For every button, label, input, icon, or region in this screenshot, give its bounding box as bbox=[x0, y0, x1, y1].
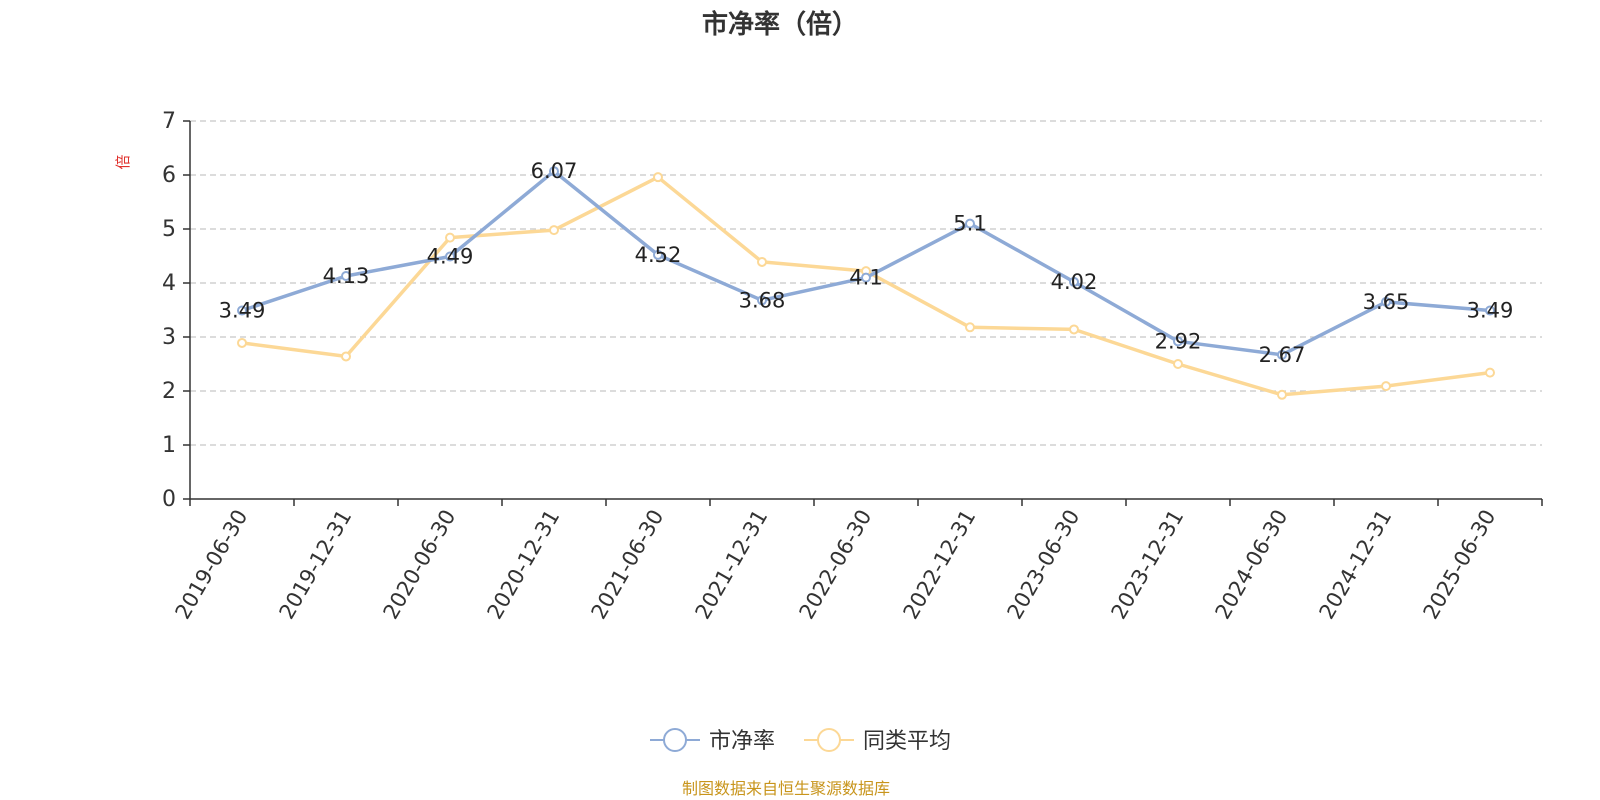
y-tick-label: 3 bbox=[162, 325, 176, 350]
data-point bbox=[861, 272, 871, 283]
y-tick-label: 1 bbox=[162, 433, 176, 458]
data-label: 5.1 bbox=[953, 212, 986, 236]
data-point bbox=[1173, 359, 1183, 369]
data-label: 3.49 bbox=[1467, 299, 1514, 323]
x-tick-label: 2023-12-31 bbox=[1107, 506, 1189, 624]
data-point bbox=[1381, 296, 1391, 307]
x-tick-label: 2021-12-31 bbox=[691, 506, 773, 624]
series-points bbox=[237, 166, 1495, 400]
y-tick-label: 6 bbox=[162, 163, 176, 188]
data-point bbox=[1277, 349, 1287, 360]
data-point bbox=[965, 218, 975, 229]
y-tick-label: 5 bbox=[162, 217, 176, 242]
data-point bbox=[549, 225, 559, 236]
data-point bbox=[1069, 276, 1079, 287]
data-label: 4.1 bbox=[849, 266, 882, 290]
data-label: 6.07 bbox=[531, 159, 578, 183]
legend-swatch-marker bbox=[663, 728, 687, 752]
data-point bbox=[1381, 381, 1391, 392]
data-label: 4.02 bbox=[1051, 270, 1098, 294]
y-axis-unit-label: 倍 bbox=[114, 154, 132, 169]
data-point bbox=[341, 351, 351, 362]
x-tick-label: 2020-12-31 bbox=[483, 506, 565, 624]
legend-label: 同类平均 bbox=[863, 729, 951, 754]
y-tick-label: 7 bbox=[162, 109, 176, 134]
data-point bbox=[1485, 367, 1495, 378]
data-point bbox=[653, 249, 663, 260]
x-tick-label: 2023-06-30 bbox=[1003, 506, 1085, 624]
legend[interactable]: 市净率 同类平均 bbox=[650, 728, 951, 754]
data-point bbox=[237, 305, 247, 316]
x-tick-label: 2025-06-30 bbox=[1419, 506, 1501, 624]
data-point bbox=[1069, 324, 1079, 335]
data-point bbox=[341, 270, 351, 281]
x-tick-label: 2019-06-30 bbox=[171, 506, 253, 624]
legend-label: 市净率 bbox=[709, 729, 775, 754]
data-label: 2.67 bbox=[1259, 343, 1306, 367]
data-label: 4.49 bbox=[427, 245, 474, 269]
data-point bbox=[445, 232, 455, 243]
data-point bbox=[965, 322, 975, 333]
y-axis-ticks: 0 1 2 3 4 5 6 7 bbox=[162, 109, 190, 512]
x-tick-label: 2021-06-30 bbox=[587, 506, 669, 624]
data-point bbox=[1173, 336, 1183, 347]
data-label: 3.68 bbox=[739, 288, 786, 312]
source-note: 制图数据来自恒生聚源数据库 bbox=[682, 779, 890, 798]
data-point bbox=[445, 251, 455, 262]
data-point bbox=[653, 172, 663, 183]
data-point bbox=[237, 337, 247, 348]
y-tick-label: 2 bbox=[162, 379, 176, 404]
x-tick-label: 2022-12-31 bbox=[899, 506, 981, 624]
data-point bbox=[549, 166, 559, 177]
data-point bbox=[757, 295, 767, 306]
x-tick-label: 2024-06-30 bbox=[1211, 506, 1293, 624]
x-tick-label: 2019-12-31 bbox=[275, 506, 357, 624]
x-tick-label: 2024-12-31 bbox=[1315, 506, 1397, 624]
axes bbox=[189, 121, 1542, 500]
data-label: 2.92 bbox=[1155, 329, 1202, 353]
legend-swatch-marker bbox=[817, 728, 841, 752]
data-label: 3.49 bbox=[219, 299, 266, 323]
chart-title: 市净率（倍） bbox=[702, 9, 858, 40]
data-point bbox=[757, 256, 767, 267]
gridlines bbox=[190, 120, 1542, 446]
y-tick-label: 4 bbox=[162, 271, 176, 296]
data-label: 3.65 bbox=[1363, 290, 1410, 314]
x-axis-ticks: 2019-06-30 2019-12-31 2020-06-30 2020-12-31… bbox=[171, 499, 1543, 624]
data-label: 4.52 bbox=[635, 243, 682, 267]
data-labels: 3.49 4.13 4.49 6.07 4.52 3.68 4.1 5.1 4.02 2.92 2.… bbox=[219, 159, 1514, 367]
x-tick-label: 2020-06-30 bbox=[379, 506, 461, 624]
x-tick-label: 2022-06-30 bbox=[795, 506, 877, 624]
y-tick-label: 0 bbox=[162, 487, 176, 512]
data-label: 4.13 bbox=[323, 264, 370, 288]
data-point bbox=[1485, 305, 1495, 316]
data-point bbox=[1277, 389, 1287, 400]
